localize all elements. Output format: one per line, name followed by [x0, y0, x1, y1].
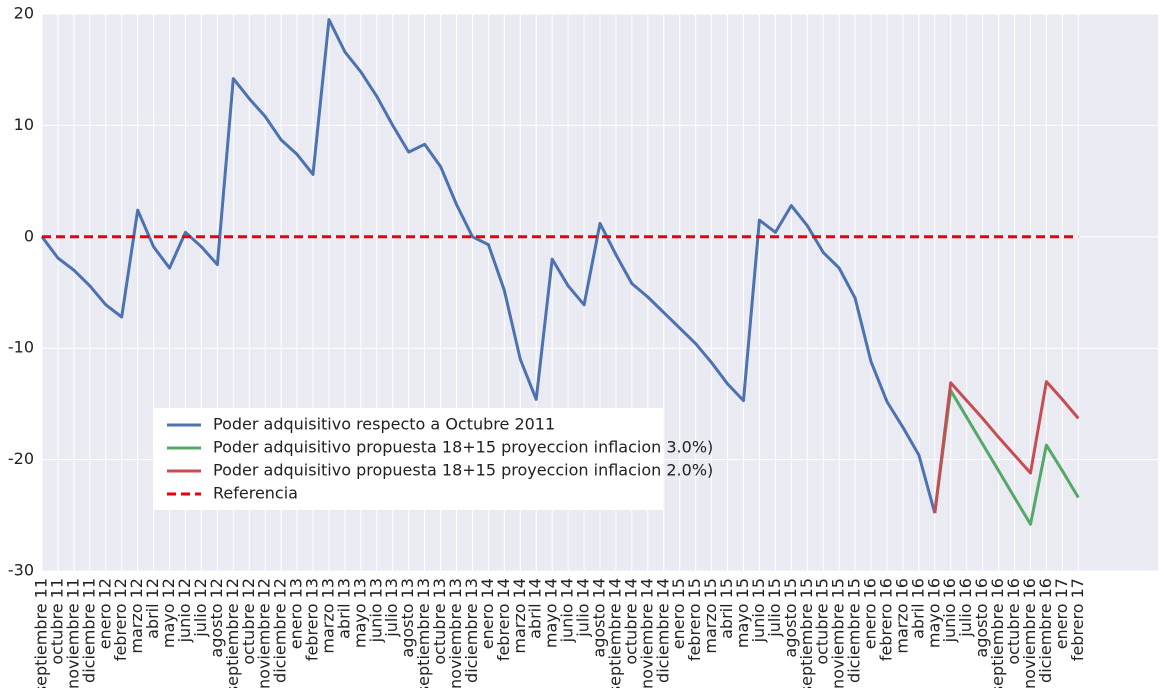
- x-tick-label: agosto 14: [590, 578, 609, 658]
- x-tick-label: febrero 14: [494, 578, 513, 661]
- x-tick-label: mayo 13: [350, 578, 369, 648]
- y-tick-label: 10: [14, 115, 34, 134]
- x-tick-label: enero 17: [1052, 578, 1071, 649]
- x-tick-label: enero 12: [95, 578, 114, 649]
- x-tick-label: noviembre 12: [255, 578, 274, 688]
- x-tick-label: septiembre 16: [988, 578, 1007, 688]
- y-tick-label: 0: [24, 226, 34, 245]
- x-tick-label: mayo 16: [924, 578, 943, 648]
- x-tick-label: marzo 12: [127, 578, 146, 654]
- x-tick-label: junio 12: [175, 578, 194, 643]
- x-tick-label: octubre 15: [813, 578, 832, 665]
- x-tick-label: julio 12: [191, 578, 210, 638]
- x-tick-label: abril 12: [143, 578, 162, 639]
- x-tick-label: septiembre 15: [797, 578, 816, 688]
- x-tick-label: junio 13: [366, 578, 385, 643]
- x-tick-label: noviembre 15: [829, 578, 848, 688]
- legend-label: Poder adquisitivo propuesta 18+15 proyec…: [213, 461, 713, 480]
- y-tick-label: -20: [8, 449, 34, 468]
- x-tick-label: julio 16: [956, 578, 975, 638]
- x-tick-label: enero 16: [861, 578, 880, 649]
- x-tick-label: febrero 13: [303, 578, 322, 661]
- x-tick-label: agosto 15: [781, 578, 800, 658]
- x-tick-label: septiembre 14: [605, 578, 624, 688]
- x-tick-label: marzo 13: [318, 578, 337, 654]
- legend-label: Poder adquisitivo respecto a Octubre 201…: [213, 415, 555, 434]
- x-tick-label: noviembre 16: [1020, 578, 1039, 688]
- x-tick-label: noviembre 13: [446, 578, 465, 688]
- x-tick-label: febrero 15: [685, 578, 704, 661]
- y-tick-label: -30: [8, 561, 34, 580]
- x-tick-label: octubre 12: [239, 578, 258, 665]
- line-series: [933, 389, 1080, 526]
- x-tick-label: mayo 15: [733, 578, 752, 648]
- x-tick-label: diciembre 11: [79, 578, 98, 683]
- x-tick-label: julio 14: [574, 578, 593, 638]
- y-tick-label: 20: [14, 4, 34, 23]
- legend: Poder adquisitivo respecto a Octubre 201…: [153, 408, 713, 510]
- y-tick-label: -10: [8, 338, 34, 357]
- x-tick-label: mayo 12: [159, 578, 178, 648]
- x-tick-label: agosto 12: [207, 578, 226, 658]
- line-series: [933, 380, 1080, 514]
- x-tick-label: octubre 11: [47, 578, 66, 665]
- x-tick-label: junio 15: [749, 578, 768, 643]
- x-tick-label: enero 14: [478, 578, 497, 649]
- x-tick-label: diciembre 12: [271, 578, 290, 683]
- x-tick-label: abril 16: [908, 578, 927, 639]
- legend-box: [153, 408, 663, 510]
- x-tick-label: octubre 14: [621, 578, 640, 665]
- lines: [40, 18, 1080, 526]
- x-tick-label: enero 13: [287, 578, 306, 649]
- x-tick-label: octubre 13: [430, 578, 449, 665]
- x-tick-label: febrero 17: [1068, 578, 1087, 661]
- x-tick-label: abril 15: [717, 578, 736, 639]
- x-tick-label: noviembre 14: [637, 578, 656, 688]
- x-tick-label: julio 15: [765, 578, 784, 638]
- x-tick-label: enero 15: [669, 578, 688, 649]
- legend-label: Referencia: [213, 484, 298, 503]
- x-tick-label: octubre 16: [1004, 578, 1023, 665]
- x-tick-label: junio 14: [558, 578, 577, 643]
- x-tick-label: diciembre 14: [653, 578, 672, 683]
- x-tick-label: noviembre 11: [63, 578, 82, 688]
- x-tick-label: diciembre 16: [1036, 578, 1055, 683]
- x-tick-label: marzo 16: [892, 578, 911, 654]
- x-tick-label: febrero 16: [876, 578, 895, 661]
- x-tick-label: marzo 14: [510, 578, 529, 654]
- x-tick-label: diciembre 13: [462, 578, 481, 683]
- x-tick-label: septiembre 13: [414, 578, 433, 688]
- x-tick-label: marzo 15: [701, 578, 720, 654]
- x-tick-label: mayo 14: [542, 578, 561, 648]
- x-tick-label: septiembre 12: [223, 578, 242, 688]
- x-tick-label: abril 14: [526, 578, 545, 639]
- x-tick-label: febrero 12: [111, 578, 130, 661]
- x-tick-label: septiembre 11: [32, 578, 51, 688]
- x-tick-label: abril 13: [334, 578, 353, 639]
- x-tick-label: agosto 16: [972, 578, 991, 658]
- x-tick-label: junio 16: [940, 578, 959, 643]
- legend-label: Poder adquisitivo propuesta 18+15 proyec…: [213, 438, 713, 457]
- x-tick-label: agosto 13: [398, 578, 417, 658]
- x-tick-label: diciembre 15: [845, 578, 864, 683]
- x-tick-label: julio 13: [382, 578, 401, 638]
